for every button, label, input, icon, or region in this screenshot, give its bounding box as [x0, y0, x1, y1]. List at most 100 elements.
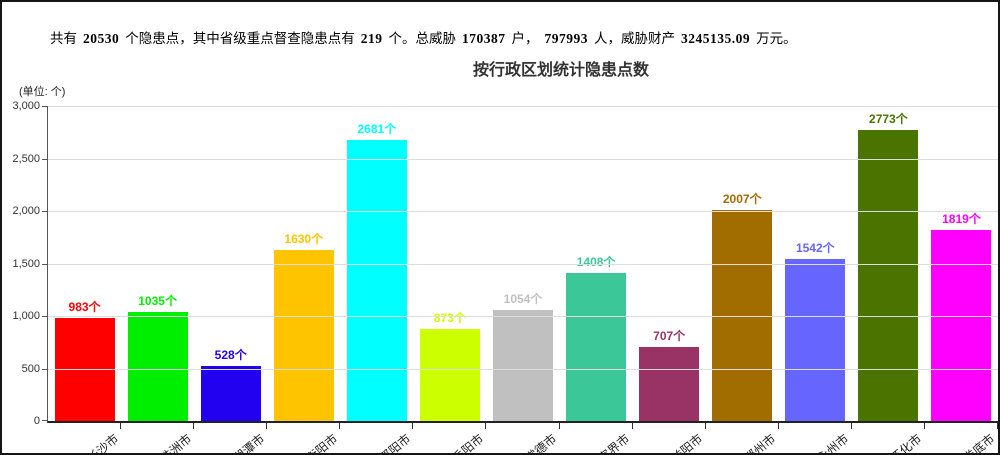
gridline	[48, 158, 998, 160]
chart-title: 按行政区划统计隐患点数	[472, 62, 649, 79]
bar[interactable]	[200, 365, 261, 421]
y-axis-labels: 0 500 1,000 1,500 2,000 2,500 3,000	[2, 100, 43, 427]
gridline	[48, 368, 998, 370]
category-label: 怀化市	[888, 431, 925, 455]
gridline	[48, 211, 998, 212]
x-axis-tick	[193, 423, 195, 429]
y-axis-tick	[42, 106, 48, 107]
bar-value-label: 2681个	[357, 121, 397, 136]
gridline	[48, 106, 998, 107]
summary-text: 人，威胁财产	[594, 30, 675, 46]
bar-group: 2681个邵阳市	[340, 106, 414, 453]
threatened-property: 3245135.09	[681, 30, 751, 46]
y-axis-tick-label: 2,500	[12, 152, 40, 165]
bar-group: 1542个永州市	[779, 106, 852, 453]
x-axis-tick	[339, 423, 341, 429]
bar-group: 707个益阳市	[633, 106, 706, 453]
category-label: 永州市	[815, 431, 852, 455]
total-hidden-points: 20530	[83, 30, 120, 46]
bar-group: 1035个株洲市	[121, 106, 195, 453]
y-axis-tick	[42, 368, 48, 370]
gridline	[48, 316, 998, 317]
x-axis-tick	[120, 423, 122, 429]
bar-value-label: 1408个	[576, 255, 616, 270]
bar-value-label: 707个	[653, 328, 686, 343]
bar-value-label: 873个	[433, 311, 466, 326]
x-axis-tick	[777, 423, 779, 429]
bar-value-label: 528个	[214, 347, 247, 362]
bar-group: 873个岳阳市	[413, 106, 487, 453]
summary-text: 个。总威胁	[388, 30, 457, 46]
y-axis-tick-label: 1,500	[12, 257, 40, 270]
bar-value-label: 1035个	[138, 294, 177, 309]
x-axis-tick	[266, 423, 268, 429]
summary-line: 共有 20530 个隐患点，其中省级重点督查隐患点有 219 个。总威胁 170387 户，…	[50, 27, 988, 47]
x-axis-tick	[412, 423, 414, 429]
summary-text: 共有	[50, 30, 77, 46]
bar[interactable]	[493, 310, 553, 421]
summary-text: 万元。	[756, 30, 797, 46]
y-axis-tick	[42, 211, 48, 212]
category-label: 郴州市	[741, 431, 779, 455]
category-label: 益阳市	[668, 431, 706, 455]
bar[interactable]	[639, 346, 700, 421]
x-axis-tick	[485, 423, 487, 429]
bar-group: 1054个常德市	[486, 106, 560, 453]
category-label: 长沙市	[84, 431, 121, 455]
y-axis-tick-label: 2,000	[12, 205, 40, 217]
bar[interactable]	[273, 249, 334, 421]
bar[interactable]	[419, 329, 480, 421]
bar-chart-plot-area: 983个 长沙市 1035个 株洲市 528个 湘潭市 1630个 衡阳市 2681个 邵阳市 87…	[42, 106, 998, 453]
bar[interactable]	[127, 312, 188, 421]
bar-value-label: 1630个	[284, 231, 324, 246]
y-axis-tick-label: 3,000	[12, 100, 40, 112]
bar[interactable]	[931, 230, 992, 421]
y-axis-unit-label: (单位: 个)	[19, 86, 66, 98]
category-label: 娄底市	[961, 431, 998, 455]
category-label: 衡阳市	[303, 431, 341, 455]
y-axis-tick-label: 0	[33, 415, 40, 427]
category-label: 岳阳市	[449, 431, 487, 455]
bar-group: 2007个郴州市	[706, 106, 779, 453]
y-axis-tick	[42, 420, 48, 421]
bar-series: 983个 长沙市 1035个 株洲市 528个 湘潭市 1630个 衡阳市 2681个 邵阳市 87…	[48, 106, 998, 453]
category-label: 株洲市	[157, 431, 194, 455]
y-axis-tick	[42, 158, 48, 160]
bar-value-label: 983个	[68, 299, 101, 314]
bar[interactable]	[346, 139, 407, 421]
y-axis-tick	[42, 263, 48, 265]
bar[interactable]	[858, 129, 919, 421]
provincial-key-points: 219	[360, 30, 383, 46]
threatened-people: 797993	[544, 30, 588, 46]
category-label: 邵阳市	[376, 431, 414, 455]
bar-value-label: 2773个	[869, 111, 908, 126]
x-axis-tick	[997, 423, 998, 429]
bar-group: 1408个张家界市	[560, 106, 633, 453]
x-axis-tick	[850, 423, 852, 429]
x-axis-tick	[704, 423, 706, 429]
bar-value-label: 1542个	[795, 241, 835, 256]
y-axis-tick-label: 1,000	[12, 310, 40, 322]
bar[interactable]	[785, 259, 846, 421]
threatened-households: 170387	[462, 30, 506, 46]
category-label: 常德市	[522, 431, 560, 455]
y-axis-tick	[42, 316, 48, 317]
bar-group: 528个湘潭市	[194, 106, 268, 453]
y-axis-tick-label: 500	[21, 362, 40, 375]
bar-group: 1819个娄底市	[925, 106, 998, 453]
bar-group: 1630个衡阳市	[267, 106, 341, 453]
bar-value-label: 1054个	[503, 292, 543, 307]
x-axis-tick	[923, 423, 925, 429]
bar-group: 2773个怀化市	[852, 106, 925, 453]
gridline	[48, 263, 998, 265]
x-axis-tick	[631, 423, 633, 429]
summary-text: 个隐患点，其中省级重点督查隐患点有	[125, 30, 355, 46]
bar[interactable]	[566, 273, 627, 421]
bar-value-label: 1819个	[942, 212, 981, 227]
bar[interactable]	[712, 210, 773, 421]
category-label: 张家界市	[586, 431, 633, 455]
summary-text: 户，	[511, 30, 539, 46]
bar-value-label: 2007个	[722, 192, 762, 207]
category-label: 湘潭市	[230, 431, 267, 455]
